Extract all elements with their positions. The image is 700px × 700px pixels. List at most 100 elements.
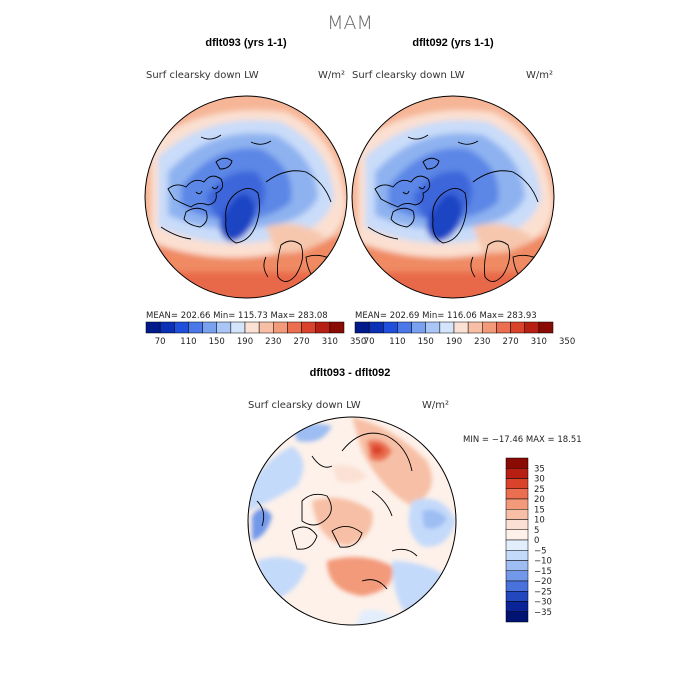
panel-diff-map <box>242 411 462 631</box>
panel-diff: dflt093 - dflt092 Surf clearsky down LW … <box>242 367 582 631</box>
panel-right-colorbar-swatch <box>425 321 441 334</box>
panel-diff-stats: MIN = −17.46 MAX = 18.51 <box>463 435 582 445</box>
panel-left-colorbar-tick-label: 150 <box>209 337 225 347</box>
panel-left-colorbar-swatch <box>145 321 161 334</box>
panel-diff-colorbar-tick-label: −5 <box>534 546 547 556</box>
panel-diff-colorbar-swatch <box>505 550 529 561</box>
panel-right-colorbar-swatch <box>397 321 412 334</box>
panel-right-colorbar-tick-label: 310 <box>531 337 547 347</box>
panel-left-colorbar-swatch <box>216 321 232 334</box>
panel-diff-colorbar-swatch <box>505 519 529 530</box>
panel-diff-colorbar-tick-label: 25 <box>534 485 545 495</box>
panel-right-colorbar-swatch <box>510 321 525 334</box>
panel-left-stats: MEAN= 202.66 Min= 115.73 Max= 283.08 <box>146 311 328 321</box>
panel-left-variable: Surf clearsky down LW <box>146 70 259 81</box>
panel-diff-colorbar-swatch <box>505 570 529 582</box>
panel-right: dflt092 (yrs 1-1) Surf clearsky down LW … <box>343 37 575 347</box>
panel-left-colorbar-tick-label: 230 <box>265 337 281 347</box>
panel-diff-colorbar-tick-label: −15 <box>534 567 552 577</box>
panel-left-colorbar-tick-label: 190 <box>237 337 253 347</box>
panel-right-stats: MEAN= 202.69 Min= 116.06 Max= 283.93 <box>355 311 537 321</box>
panel-left-colorbar-swatch <box>273 321 288 334</box>
panel-left-colorbar-swatch <box>315 321 331 334</box>
panel-right-colorbar-swatch <box>482 321 497 334</box>
panel-diff-map-border <box>247 416 457 626</box>
panel-left-colorbar: 70 110 150 190 230 270 310 350 <box>145 321 366 347</box>
panel-diff-colorbar-tick-label: −25 <box>534 587 552 597</box>
panel-right-colorbar-swatch <box>524 321 540 334</box>
panel-right-colorbar-swatch <box>383 321 398 334</box>
panel-diff-title: dflt093 - dflt092 <box>310 367 391 379</box>
panel-right-map-border <box>351 95 555 299</box>
panel-diff-colorbar-swatch <box>505 478 529 489</box>
panel-left-title: dflt093 (yrs 1-1) <box>205 37 287 49</box>
panel-right-colorbar-swatch <box>411 321 426 334</box>
panel-right-colorbar-swatch <box>368 321 384 334</box>
panel-diff-colorbar-tick-label: 30 <box>534 475 545 485</box>
panel-left-colorbar-tick-label: 310 <box>322 337 338 347</box>
panel-left-colorbar-swatch <box>258 321 274 334</box>
panel-right-colorbar-tick-label: 350 <box>559 337 575 347</box>
panel-right-colorbar-swatch <box>439 321 455 334</box>
panel-left-units: W/m² <box>318 70 345 81</box>
panel-diff-colorbar-tick-label: 15 <box>534 505 545 515</box>
panel-left-colorbar-swatch <box>188 321 203 334</box>
panel-diff-colorbar-tick-label: −30 <box>534 598 552 608</box>
panel-left-colorbar-tick-label: 110 <box>180 337 196 347</box>
panel-left-colorbar-swatch <box>329 321 345 334</box>
panel-right-colorbar-tick-label: 110 <box>389 337 405 347</box>
panel-right-colorbar-swatch <box>453 321 469 334</box>
panel-diff-colorbar-swatch <box>505 591 529 602</box>
panel-right-title: dflt092 (yrs 1-1) <box>412 37 494 49</box>
panel-left: dflt093 (yrs 1-1) Surf clearsky down LW … <box>136 37 366 347</box>
panel-diff-colorbar-swatch <box>505 611 529 623</box>
panel-diff-colorbar-swatch <box>505 509 529 520</box>
panel-left-colorbar-tick-label: 270 <box>293 337 309 347</box>
panel-left-colorbar-swatch <box>202 321 217 334</box>
panel-right-colorbar-tick-label: 150 <box>418 337 434 347</box>
panel-right-colorbar-tick-label: 190 <box>446 337 462 347</box>
panel-diff-colorbar-swatch <box>505 457 529 469</box>
panel-left-colorbar-swatch <box>230 321 246 334</box>
figure-title: MAM <box>327 12 373 34</box>
panel-right-units: W/m² <box>526 70 553 81</box>
panel-diff-colorbar-tick-label: −20 <box>534 577 552 587</box>
panel-diff-colorbar-swatch <box>505 488 529 500</box>
panel-diff-units: W/m² <box>422 400 449 411</box>
panel-right-colorbar-swatch <box>354 321 370 334</box>
panel-right-colorbar-tick-label: 230 <box>474 337 490 347</box>
panel-diff-colorbar-swatch <box>505 580 529 592</box>
panel-left-colorbar-tick-label: 70 <box>155 337 166 347</box>
panel-diff-variable: Surf clearsky down LW <box>248 400 361 411</box>
panel-right-colorbar-tick-label: 270 <box>502 337 518 347</box>
panel-right-colorbar-swatch <box>538 321 554 334</box>
panel-diff-colorbar-swatch <box>505 539 529 551</box>
panel-right-colorbar-tick-label: 70 <box>364 337 375 347</box>
panel-right-colorbar-swatch <box>496 321 511 334</box>
panel-left-colorbar-swatch <box>174 321 189 334</box>
panel-diff-colorbar-tick-label: −35 <box>534 608 552 618</box>
panel-diff-colorbar-swatch <box>505 560 529 571</box>
panel-left-map-border <box>144 95 348 299</box>
panel-diff-colorbar-tick-label: 20 <box>534 495 545 505</box>
panel-right-map <box>343 87 563 312</box>
panel-diff-colorbar-tick-label: 35 <box>534 464 545 474</box>
panel-right-colorbar: 70 110 150 190 230 270 310 350 <box>354 321 575 347</box>
panel-left-colorbar-swatch <box>301 321 316 334</box>
panel-diff-colorbar-swatch <box>505 468 529 479</box>
panel-left-colorbar-tick-label: 350 <box>350 337 366 347</box>
panel-left-map <box>136 87 356 312</box>
panel-diff-colorbar-swatch <box>505 601 529 612</box>
panel-diff-colorbar-tick-label: 10 <box>534 516 545 526</box>
panel-diff-colorbar-swatch <box>505 529 529 541</box>
panel-diff-colorbar-tick-label: −10 <box>534 557 552 567</box>
panel-right-colorbar-swatch <box>467 321 483 334</box>
panel-left-colorbar-swatch <box>244 321 260 334</box>
panel-diff-colorbar-tick-label: 5 <box>534 526 539 536</box>
panel-right-variable: Surf clearsky down LW <box>352 70 465 81</box>
panel-diff-colorbar-swatch <box>505 498 529 510</box>
panel-diff-colorbar-tick-label: 0 <box>534 536 539 546</box>
panel-left-colorbar-swatch <box>159 321 175 334</box>
